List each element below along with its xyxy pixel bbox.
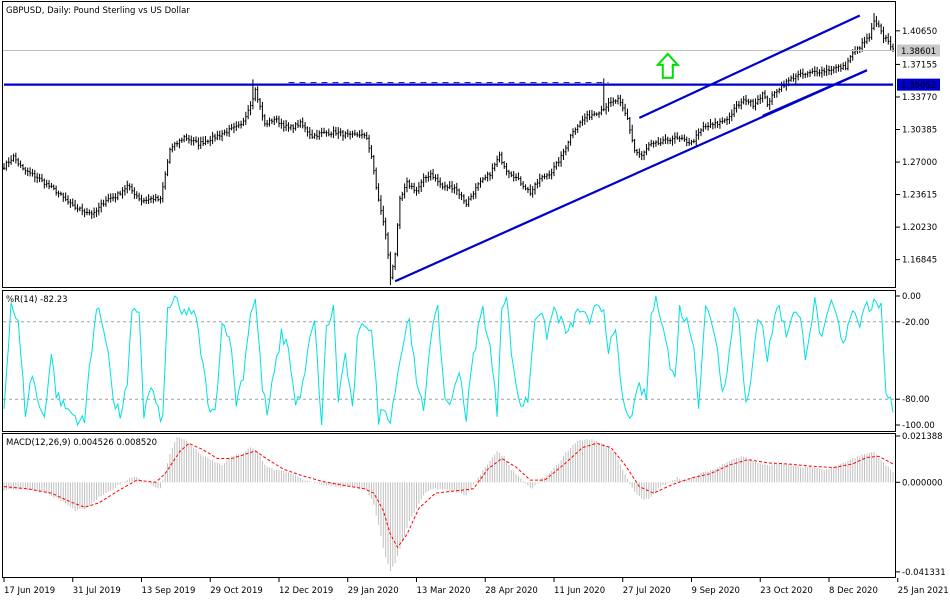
x-tick-label: 13 Mar 2020 [416, 586, 470, 596]
y-tick-label: -80.00 [902, 395, 929, 405]
x-tick-label: 13 Sep 2019 [141, 586, 195, 596]
williams-r-title: %R(14) -82.23 [6, 295, 68, 305]
y-tick-label: 0.021388 [902, 432, 943, 442]
price-y-axis: 1.40650 1.37155 1.33770 1.30385 1.27000 1.236… [896, 27, 940, 266]
macd-signal-line [3, 442, 894, 549]
price-panel-title: GBPUSD, Daily: Pound Sterling vs US Doll… [6, 6, 190, 16]
y-tick-label: 1.30385 [902, 126, 937, 136]
williams-r-panel: 0.00 -20.00 -80.00 -100.00 %R(14) -82.23 [2, 290, 935, 432]
x-tick-label: 23 Oct 2020 [760, 586, 813, 596]
y-tick-label: 1.37155 [902, 60, 937, 70]
y-tick-label: 1.40650 [902, 27, 937, 37]
y-tick-label: 1.33770 [902, 93, 937, 103]
price-candles [3, 13, 894, 286]
macd-panel-frame [2, 433, 896, 578]
x-tick-label: 17 Jun 2019 [4, 586, 55, 596]
current-price-label: 1.38601 [901, 47, 936, 57]
y-tick-label: 1.23615 [902, 191, 937, 201]
x-tick-label: 29 Jan 2020 [348, 586, 399, 596]
y-tick-label: 1.16845 [902, 256, 937, 266]
x-tick-label: 28 Apr 2020 [485, 586, 538, 596]
y-tick-label: 1.27000 [902, 158, 937, 168]
y-tick-label: 0.000000 [902, 478, 943, 488]
x-tick-label: 29 Oct 2019 [210, 586, 263, 596]
williams-r-y-axis: 0.00 -20.00 -80.00 -100.00 [896, 292, 935, 431]
x-tick-label: 9 Sep 2020 [691, 586, 739, 596]
trend-line [638, 14, 861, 119]
x-tick-label: 12 Dec 2019 [279, 586, 333, 596]
price-lines [3, 14, 895, 283]
price-panel: 1.40650 1.37155 1.33770 1.30385 1.27000 1.236… [2, 1, 940, 288]
resistance-tag [897, 78, 940, 91]
y-tick-label: -100.00 [902, 421, 935, 431]
y-tick-label: 1.20230 [902, 223, 937, 233]
williams-r-levels [3, 321, 895, 400]
macd-y-axis: 0.021388 0.000000 -0.041331 [896, 432, 946, 578]
current-price-tag [897, 44, 940, 57]
x-tick-label: 8 Dec 2020 [829, 586, 878, 596]
trend-line [762, 69, 868, 117]
williams-r-series [3, 295, 894, 427]
up-arrow-icon [655, 52, 681, 79]
y-tick-label: -0.041331 [902, 568, 946, 578]
x-tick-label: 25 Jan 2021 [898, 586, 949, 596]
macd-panel: 0.021388 0.000000 -0.041331 MACD(12,26,9) … [2, 432, 946, 578]
x-tick-label: 27 Jul 2020 [623, 586, 671, 596]
macd-title: MACD(12,26,9) 0.004526 0.008520 [6, 438, 157, 448]
x-tick-label: 31 Jul 2019 [73, 586, 121, 596]
williams-r-line [3, 295, 894, 427]
williams-r-panel-frame [2, 290, 896, 432]
resistance-label: 1.35052 [901, 81, 936, 91]
x-tick-label: 11 Jun 2020 [554, 586, 605, 596]
price-panel-frame [2, 1, 896, 288]
y-tick-label: 0.00 [902, 292, 921, 302]
macd-signal [3, 442, 894, 549]
time-axis: 17 Jun 2019 31 Jul 2019 13 Sep 2019 29 Oct … [3, 578, 949, 596]
y-tick-label: -20.00 [902, 318, 929, 328]
